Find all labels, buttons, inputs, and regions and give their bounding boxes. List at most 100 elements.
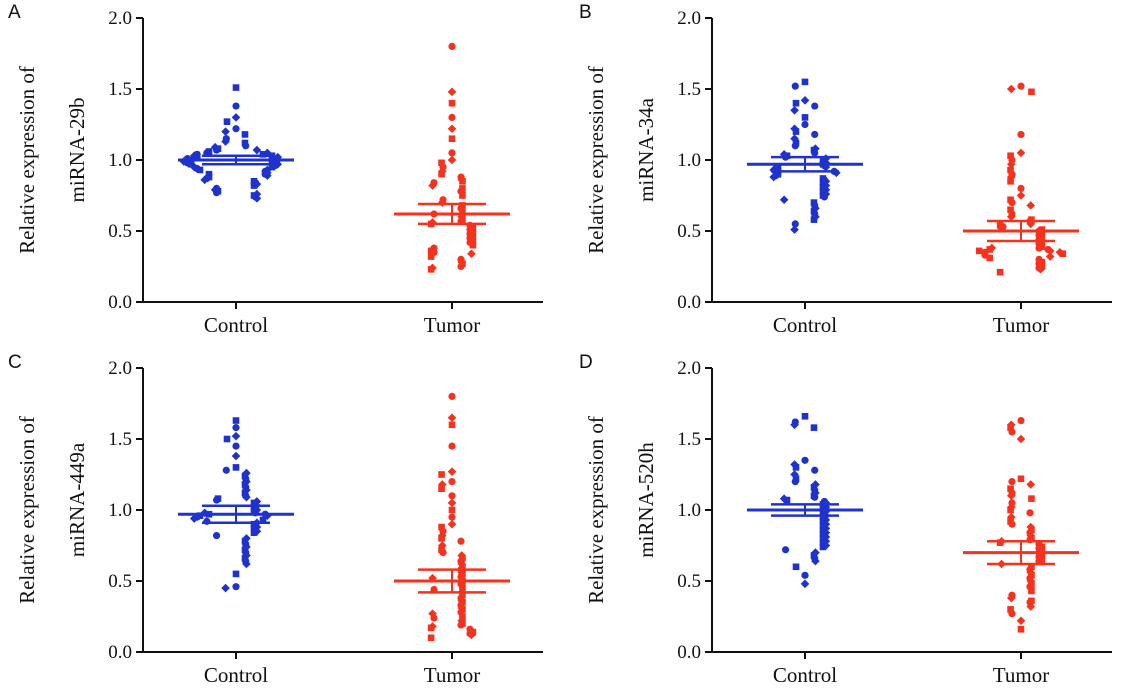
- data-point: [448, 42, 456, 51]
- data-point: [427, 634, 435, 642]
- data-point: [232, 464, 240, 471]
- data-point: [232, 442, 240, 450]
- data-point: [800, 96, 810, 105]
- y-tick-label: 1.0: [108, 500, 132, 521]
- y-axis-label: Relative expression of: [15, 66, 39, 254]
- data-point: [438, 170, 445, 178]
- data-point: [811, 556, 820, 566]
- y-axis-label-gene: miRNA-449a: [65, 442, 89, 557]
- x-category-label: Tumor: [424, 313, 480, 337]
- y-tick-label: 1.5: [108, 429, 132, 450]
- y-tick-label: 2.0: [108, 358, 132, 379]
- data-point: [448, 392, 456, 400]
- data-point: [783, 496, 791, 504]
- y-tick-label: 0.0: [108, 292, 132, 313]
- data-point: [1007, 424, 1014, 431]
- data-point: [457, 537, 465, 545]
- data-point: [438, 485, 445, 492]
- data-point: [811, 102, 819, 110]
- data-point: [801, 120, 809, 129]
- data-point: [232, 424, 240, 432]
- data-point: [1007, 178, 1014, 185]
- y-axis-label-gene: miRNA-34a: [634, 97, 658, 202]
- y-tick-label: 2.0: [108, 8, 132, 29]
- data-point: [1045, 246, 1055, 256]
- panel-label: A: [8, 2, 21, 23]
- data-point: [448, 149, 456, 157]
- data-point: [438, 159, 445, 167]
- data-point: [792, 464, 800, 471]
- data-point: [1017, 82, 1025, 90]
- y-tick-label: 0.5: [108, 571, 132, 592]
- data-point: [791, 478, 799, 486]
- data-point: [427, 253, 435, 260]
- data-point: [438, 535, 445, 542]
- data-point: [212, 189, 221, 197]
- data-point: [1007, 506, 1014, 514]
- data-point: [1017, 184, 1025, 192]
- data-point: [810, 216, 818, 223]
- y-tick-label: 0.5: [677, 571, 701, 592]
- data-point: [242, 492, 251, 502]
- panel-c: C 0.0 0.5 1.0 1.5 2.0 Control Tumor Relative ex…: [0, 350, 569, 700]
- data-point: [448, 506, 456, 514]
- data-point: [447, 467, 457, 476]
- data-point: [439, 549, 447, 557]
- data-point: [222, 466, 230, 474]
- data-point: [811, 130, 819, 139]
- data-point: [791, 220, 799, 228]
- data-point: [986, 246, 993, 253]
- data-point: [438, 523, 445, 531]
- data-point: [1026, 201, 1036, 210]
- data-point: [1028, 495, 1035, 502]
- data-point: [1007, 206, 1014, 213]
- data-point: [1035, 244, 1043, 252]
- data-point: [467, 249, 476, 259]
- x-category-label: Tumor: [993, 663, 1049, 687]
- x-category-label: Tumor: [424, 663, 480, 687]
- data-point: [430, 614, 438, 622]
- data-point: [252, 194, 262, 203]
- data-point: [448, 135, 456, 142]
- y-tick-label: 1.5: [677, 79, 701, 100]
- data-point: [448, 492, 456, 500]
- x-category-label: Control: [204, 313, 268, 337]
- y-tick-label: 2.0: [677, 8, 701, 29]
- data-point: [427, 624, 435, 632]
- data-point: [1006, 84, 1016, 94]
- scatter-plot-d: 0.0 0.5 1.0 1.5 2.0 Control Tumor Relative expr…: [584, 358, 1112, 687]
- y-axis-label-gene: miRNA-520h: [634, 442, 658, 558]
- scatter-plot-b: 0.0 0.5 1.0 1.5 2.0 Control Tumor Relative expr…: [584, 8, 1112, 337]
- data-point: [791, 142, 799, 150]
- data-point: [448, 478, 456, 486]
- data-point: [801, 571, 809, 579]
- data-point: [259, 516, 267, 524]
- data-point: [242, 142, 250, 150]
- data-point: [447, 413, 457, 422]
- data-point: [259, 151, 267, 158]
- data-point: [1006, 491, 1016, 501]
- data-point: [801, 456, 809, 464]
- scatter-plot-a: 0.0 0.5 1.0 1.5 2.0 Control Tumor Relative expr…: [15, 8, 543, 337]
- data-point: [996, 268, 1004, 276]
- data-point: [231, 431, 241, 441]
- data-point: [811, 493, 819, 501]
- data-point: [200, 175, 209, 185]
- data-point: [810, 424, 818, 431]
- y-tick-label: 0.0: [677, 292, 701, 313]
- data-point: [792, 99, 800, 107]
- y-tick-label: 1.5: [108, 79, 132, 100]
- x-category-label: Control: [773, 313, 837, 337]
- data-point: [427, 266, 435, 273]
- y-tick-label: 1.0: [677, 500, 701, 521]
- data-point: [467, 630, 476, 640]
- data-point: [469, 241, 477, 249]
- data-point: [1026, 602, 1036, 611]
- data-point: [223, 435, 231, 443]
- y-tick-label: 1.0: [677, 150, 701, 171]
- y-axis-label: Relative expression of: [584, 416, 608, 604]
- data-point: [187, 160, 195, 168]
- data-point: [263, 148, 272, 158]
- data-point: [1026, 480, 1036, 489]
- data-point: [232, 102, 240, 110]
